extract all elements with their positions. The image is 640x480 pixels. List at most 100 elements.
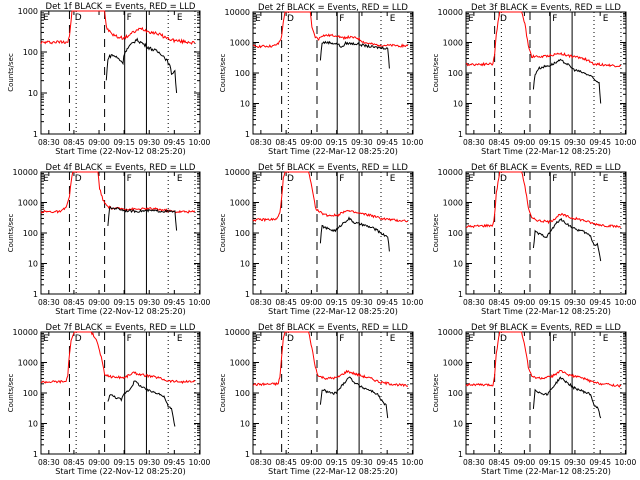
interval-marker-label: D <box>287 174 294 184</box>
series-lld <box>41 331 196 385</box>
interval-marker-label: D <box>500 334 507 344</box>
interval-marker-label: E <box>603 14 609 24</box>
series-events <box>105 37 178 94</box>
interval-marker-label: E <box>390 334 396 344</box>
x-tick-label: 08:45 <box>275 298 297 307</box>
x-tick-label: 09:30 <box>564 458 586 467</box>
x-tick-label: 09:45 <box>376 298 398 307</box>
y-axis-label: Counts/sec <box>432 214 440 253</box>
series-lld <box>465 11 622 68</box>
series-lld <box>40 10 196 45</box>
x-tick-label: 10:00 <box>189 138 211 147</box>
x-tick-label: 09:45 <box>589 138 611 147</box>
interval-marker-label: F <box>552 174 557 184</box>
interval-marker-label: E <box>177 334 183 344</box>
x-tick-label: 09:00 <box>301 458 323 467</box>
x-tick-label: 09:15 <box>113 458 135 467</box>
plot-frame <box>252 11 414 135</box>
x-tick-label: 09:15 <box>539 458 561 467</box>
x-axis-label: Start Time (22-Mar-12 08:25:20) <box>481 147 611 156</box>
x-tick-label: 09:30 <box>351 138 373 147</box>
y-axis-label: Counts/sec <box>219 54 227 93</box>
x-tick-label: 08:30 <box>38 298 60 307</box>
y-axis-label: Counts/sec <box>432 374 440 413</box>
interval-marker-label: E <box>255 334 261 344</box>
x-tick-label: 08:45 <box>488 138 510 147</box>
interval-marker-label: D <box>75 334 82 344</box>
interval-marker-label: F <box>339 334 344 344</box>
plot-frame <box>40 10 201 135</box>
y-tick-label: 1000 <box>18 199 38 208</box>
panel-7: 1 10 100 1000 10000 08:30 08:45 09:00 09:15 09:30… <box>7 323 210 476</box>
y-axis-label: Counts/sec <box>432 54 440 93</box>
series-events <box>319 40 390 69</box>
y-tick-label: 10000 <box>225 8 250 17</box>
x-tick-label: 08:30 <box>463 458 485 467</box>
x-tick-label: 09:00 <box>514 138 536 147</box>
panel-title: Det 3f BLACK = Events, RED = LLD <box>471 3 621 13</box>
series-lld <box>252 11 409 49</box>
plot-frame <box>465 171 627 295</box>
y-tick-label: 10 <box>453 420 463 429</box>
y-tick-label: 100 <box>23 48 38 57</box>
y-tick-label: 10 <box>28 420 38 429</box>
panel-2: 1 10 100 1000 10000 08:30 08:45 09:00 09:15 09:30… <box>219 3 423 156</box>
y-tick-label: 1000 <box>18 359 38 368</box>
panel-6: 1 10 100 1000 10000 08:30 08:45 09:00 09:15 09:30… <box>432 163 636 316</box>
y-tick-label: 10 <box>240 100 250 109</box>
y-tick-label: 1000 <box>443 39 463 48</box>
x-axis-label: Start Time (22-Mar-12 08:25:20) <box>481 307 611 316</box>
y-axis-label: Counts/sec <box>219 214 227 253</box>
y-tick-label: 10000 <box>438 8 463 17</box>
panel-title: Det 7f BLACK = Events, RED = LLD <box>46 323 196 333</box>
y-tick-label: 10 <box>28 89 38 98</box>
panel-9: 1 10 100 1000 10000 08:30 08:45 09:00 09:15 09:30… <box>432 323 636 476</box>
y-tick-label: 1000 <box>18 7 38 16</box>
x-tick-label: 09:45 <box>164 138 186 147</box>
interval-marker-label: E <box>177 13 183 23</box>
interval-marker-label: E <box>603 334 609 344</box>
interval-marker-label: E <box>468 174 474 184</box>
x-tick-label: 10:00 <box>615 458 637 467</box>
x-tick-label: 09:15 <box>326 138 348 147</box>
interval-marker-label: D <box>287 334 294 344</box>
y-axis-label: Counts/sec <box>219 374 227 413</box>
y-tick-label: 1 <box>245 450 250 459</box>
series-events <box>319 216 390 252</box>
x-tick-label: 08:30 <box>38 458 60 467</box>
x-axis-label: Start Time (22-Mar-12 08:25:20) <box>481 467 611 476</box>
x-tick-label: 10:00 <box>189 298 211 307</box>
panel-5: 1 10 100 1000 10000 08:30 08:45 09:00 09:15 09:30… <box>219 163 423 316</box>
interval-marker-label: D <box>75 174 82 184</box>
series-events <box>532 217 602 262</box>
x-axis-label: Start Time (22-Nov-12 08:25:20) <box>55 307 185 316</box>
x-tick-label: 10:00 <box>189 458 211 467</box>
series-events <box>107 380 176 427</box>
interval-marker-label: E <box>390 174 396 184</box>
y-tick-label: 10 <box>240 260 250 269</box>
panel-title: Det 6f BLACK = Events, RED = LLD <box>471 163 621 173</box>
y-tick-label: 10 <box>453 260 463 269</box>
interval-marker-label: D <box>75 13 82 23</box>
interval-marker-label: E <box>468 334 474 344</box>
x-tick-label: 09:45 <box>376 138 398 147</box>
x-tick-label: 09:30 <box>138 458 160 467</box>
x-tick-label: 10:00 <box>615 138 637 147</box>
plot-frame <box>40 171 201 295</box>
interval-marker-label: F <box>127 13 132 23</box>
interval-marker-label: D <box>500 174 507 184</box>
series-events <box>532 58 602 104</box>
y-tick-label: 1 <box>33 290 38 299</box>
series-lld <box>252 331 409 388</box>
y-tick-label: 1000 <box>230 359 250 368</box>
x-tick-label: 08:45 <box>63 298 85 307</box>
x-tick-label: 09:45 <box>164 298 186 307</box>
x-tick-label: 10:00 <box>402 138 424 147</box>
y-tick-label: 100 <box>448 69 463 78</box>
y-tick-label: 100 <box>448 229 463 238</box>
panel-title: Det 4f BLACK = Events, RED = LLD <box>46 163 196 173</box>
y-tick-label: 1000 <box>443 359 463 368</box>
series-lld <box>40 171 196 214</box>
x-tick-label: 08:30 <box>463 298 485 307</box>
